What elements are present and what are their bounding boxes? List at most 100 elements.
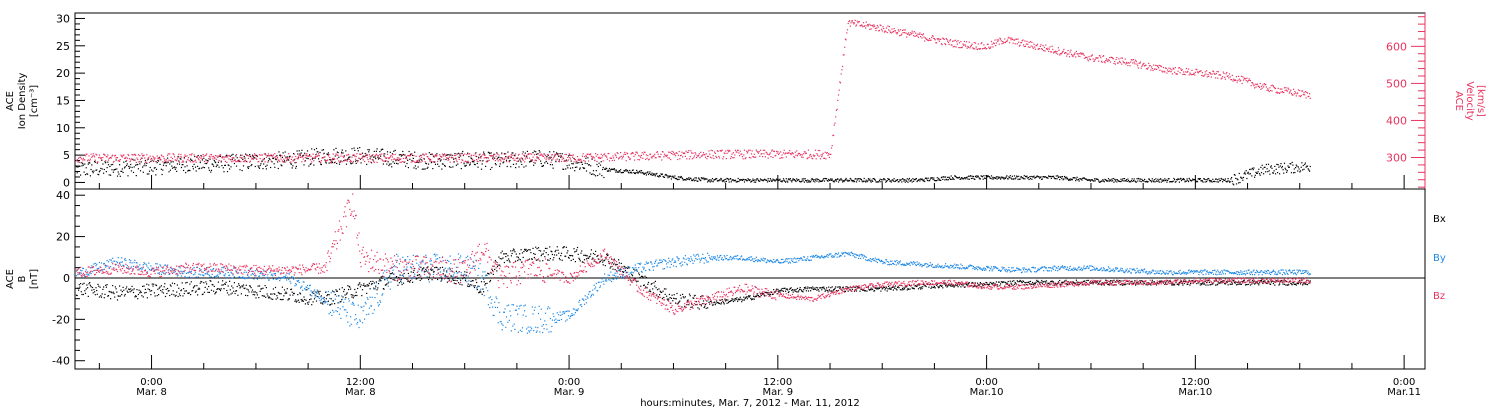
bx-point xyxy=(502,257,504,259)
bx-point xyxy=(754,296,756,298)
density-point xyxy=(704,177,706,179)
velocity-point xyxy=(833,134,835,136)
velocity-point xyxy=(846,29,849,31)
bx-point xyxy=(550,250,552,252)
density-point xyxy=(242,158,244,161)
density-point xyxy=(911,181,913,183)
density-point xyxy=(663,176,666,178)
bx-point xyxy=(89,282,91,284)
bx-point xyxy=(304,303,306,305)
velocity-point xyxy=(432,161,435,163)
velocity-point xyxy=(402,160,404,163)
density-point xyxy=(518,166,520,168)
velocity-point xyxy=(862,26,864,28)
velocity-point xyxy=(611,157,613,159)
velocity-point xyxy=(750,153,753,155)
density-point xyxy=(313,149,316,151)
density-point xyxy=(90,168,92,171)
velocity-point xyxy=(576,161,578,163)
velocity-point xyxy=(963,40,965,43)
bx-point xyxy=(105,284,107,286)
velocity-point xyxy=(317,155,319,157)
density-point xyxy=(752,178,754,180)
density-point xyxy=(691,179,693,181)
density-point xyxy=(184,166,186,168)
density-point xyxy=(1199,178,1201,180)
bx-point xyxy=(888,288,890,290)
bx-point xyxy=(925,285,927,288)
density-point xyxy=(1164,179,1167,182)
velocity-point xyxy=(531,153,533,155)
velocity-point xyxy=(325,159,327,162)
bx-point xyxy=(668,298,670,300)
bx-point xyxy=(325,291,327,293)
density-point xyxy=(720,178,723,180)
density-point xyxy=(394,149,396,151)
velocity-point xyxy=(123,157,126,159)
density-point xyxy=(737,177,739,180)
velocity-point xyxy=(887,25,889,27)
velocity-point xyxy=(881,28,883,30)
velocity-point xyxy=(1187,70,1189,72)
bx-point xyxy=(96,289,98,292)
velocity-point xyxy=(333,157,335,159)
velocity-point xyxy=(230,159,232,161)
bx-point xyxy=(753,298,755,300)
density-point xyxy=(340,160,342,162)
bx-point xyxy=(194,285,196,287)
velocity-point xyxy=(546,157,548,159)
density-point xyxy=(229,155,231,157)
velocity-point xyxy=(515,153,517,155)
density-point xyxy=(941,176,943,178)
density-point xyxy=(1270,166,1272,168)
velocity-point xyxy=(248,155,250,157)
density-point xyxy=(270,166,272,169)
velocity-point xyxy=(89,158,91,160)
bx-point xyxy=(707,296,709,298)
density-point xyxy=(1146,180,1148,182)
velocity-point xyxy=(957,40,959,42)
velocity-point xyxy=(999,37,1001,39)
bx-point xyxy=(472,280,474,282)
bx-point xyxy=(958,284,961,286)
density-point xyxy=(1226,180,1228,182)
velocity-point xyxy=(697,155,699,157)
density-point xyxy=(569,154,571,156)
density-point xyxy=(1187,181,1190,183)
density-point xyxy=(1032,176,1034,178)
velocity-point xyxy=(956,43,958,45)
velocity-point xyxy=(242,161,245,163)
density-point xyxy=(452,166,454,168)
density-point xyxy=(656,175,659,177)
bx-point xyxy=(645,286,647,288)
density-point xyxy=(409,153,412,155)
bx-point xyxy=(531,258,533,260)
density-point xyxy=(389,163,391,165)
velocity-point xyxy=(456,161,458,163)
bx-point xyxy=(533,256,535,259)
velocity-point xyxy=(274,156,277,158)
velocity-point xyxy=(913,31,915,33)
bx-point xyxy=(682,296,684,298)
density-point xyxy=(725,180,727,182)
velocity-point xyxy=(474,153,476,155)
velocity-point xyxy=(329,161,332,164)
velocity-point xyxy=(838,89,840,91)
bx-point xyxy=(196,285,198,287)
bx-point xyxy=(860,288,862,290)
velocity-point xyxy=(801,156,803,158)
velocity-point xyxy=(686,158,688,160)
velocity-point xyxy=(1265,83,1267,86)
density-point xyxy=(477,166,479,168)
bx-point xyxy=(268,296,270,298)
velocity-point xyxy=(1180,68,1182,70)
density-point xyxy=(1155,180,1158,182)
bx-point xyxy=(782,290,785,292)
density-point xyxy=(1002,176,1004,178)
bx-point xyxy=(794,289,796,291)
velocity-point xyxy=(828,153,830,155)
density-point xyxy=(665,173,667,176)
velocity-point xyxy=(331,159,333,161)
density-point xyxy=(245,160,247,163)
density-point xyxy=(1211,181,1213,183)
